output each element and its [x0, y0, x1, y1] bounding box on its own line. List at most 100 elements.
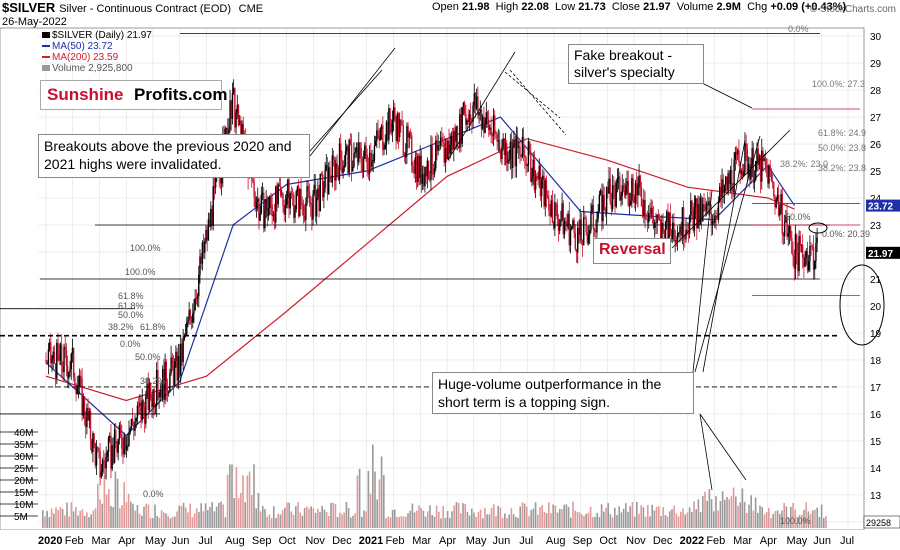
- candle-body: [107, 437, 110, 452]
- candle-body: [644, 199, 646, 219]
- candle-body: [62, 366, 64, 373]
- candle-body: [657, 214, 660, 219]
- volume-bar: [543, 511, 546, 528]
- volume-bar: [462, 503, 464, 528]
- candle-body: [271, 204, 273, 216]
- candle-body: [425, 167, 427, 177]
- candle-body: [214, 176, 217, 188]
- candle-body: [142, 400, 145, 408]
- candle-body: [809, 245, 811, 262]
- volume-bar: [356, 475, 359, 528]
- candle-body: [348, 139, 350, 173]
- candle-body: [60, 344, 63, 367]
- volume-bar: [237, 498, 240, 528]
- candle-body: [303, 215, 306, 221]
- candle-body: [293, 194, 295, 218]
- volume-bar: [798, 514, 801, 528]
- volume-bar: [644, 516, 647, 528]
- volume-bar: [488, 514, 491, 528]
- annotation-lines: [0, 32, 885, 491]
- candle-body: [328, 167, 330, 195]
- volume-bar: [59, 507, 62, 528]
- candle-body: [513, 139, 515, 148]
- fib-label: 50.0%: [785, 212, 811, 222]
- volume-bar: [149, 517, 152, 528]
- volume-bar: [240, 492, 242, 528]
- candle-body: [127, 445, 129, 447]
- candle-body: [288, 179, 290, 209]
- candle-body: [660, 219, 662, 240]
- volume-bar: [818, 516, 821, 528]
- candle-body: [92, 433, 94, 453]
- candle-body: [543, 175, 545, 207]
- candle-body: [711, 220, 714, 225]
- volume-bar: [361, 516, 363, 528]
- candle-body: [282, 194, 284, 206]
- candle-body: [561, 203, 563, 220]
- candle-body: [175, 351, 177, 362]
- volume-bar: [246, 475, 249, 528]
- candle-body: [779, 207, 781, 216]
- candle-body: [133, 424, 135, 431]
- volume-bar: [530, 509, 532, 528]
- candle-body: [583, 217, 585, 245]
- x-tick-label: Feb: [386, 535, 405, 547]
- volume-bar: [101, 503, 103, 528]
- x-tick-label: Nov: [626, 535, 646, 547]
- pointer-reversal: [671, 129, 791, 249]
- volume-bar: [578, 512, 581, 528]
- volume-bar: [130, 501, 132, 528]
- y-tick-label: 17: [870, 383, 882, 394]
- candle-body: [479, 109, 481, 113]
- candle-body: [536, 175, 538, 178]
- candle-body: [83, 396, 86, 418]
- candle-body: [815, 242, 817, 261]
- candle-body: [269, 196, 271, 209]
- legend-ma200: MA(200) 23.59: [42, 52, 152, 63]
- volume-bar: [306, 506, 308, 528]
- volume-bar: [70, 502, 73, 528]
- volume-bar: [105, 494, 108, 528]
- candle-body: [52, 351, 54, 359]
- candle-body: [188, 309, 190, 320]
- volume-bar: [224, 517, 227, 528]
- candle-body: [192, 313, 194, 323]
- volume-bar: [363, 510, 365, 528]
- candle-body: [516, 136, 519, 148]
- candle-body: [278, 184, 281, 187]
- candle-body: [591, 204, 593, 213]
- candle-body: [769, 165, 771, 171]
- candle-body: [621, 185, 623, 196]
- candle-body: [154, 405, 157, 407]
- volume-bar: [198, 512, 200, 528]
- candle-body: [631, 178, 633, 201]
- candle-body: [319, 173, 321, 212]
- candle-body: [448, 140, 450, 154]
- candle-body: [617, 176, 620, 179]
- candle-body: [572, 220, 574, 227]
- candle-body: [814, 260, 816, 270]
- candle-body: [764, 158, 767, 166]
- y-tick-label: 24: [870, 194, 882, 205]
- volume-bar: [281, 510, 284, 528]
- candle-body: [51, 358, 53, 364]
- volume-bar: [605, 507, 607, 528]
- candle-body: [384, 144, 386, 149]
- volume-bar: [526, 506, 528, 528]
- candle-body: [119, 425, 122, 434]
- volume-bar: [750, 495, 752, 528]
- candle-body: [122, 448, 124, 455]
- candle-body: [238, 120, 241, 126]
- volume-bar: [666, 516, 669, 528]
- volume-bar: [636, 501, 638, 528]
- pointer-breakout-2020: [309, 47, 396, 157]
- candle-body: [376, 130, 378, 142]
- candle-body: [57, 342, 59, 355]
- volume-bar: [424, 516, 427, 528]
- candle-body: [573, 220, 575, 233]
- candle-body: [314, 184, 317, 217]
- candle-body: [473, 93, 475, 106]
- ma50-value-tag: 23.72: [868, 202, 893, 213]
- volume-bar: [609, 514, 612, 528]
- candle-body: [668, 212, 670, 239]
